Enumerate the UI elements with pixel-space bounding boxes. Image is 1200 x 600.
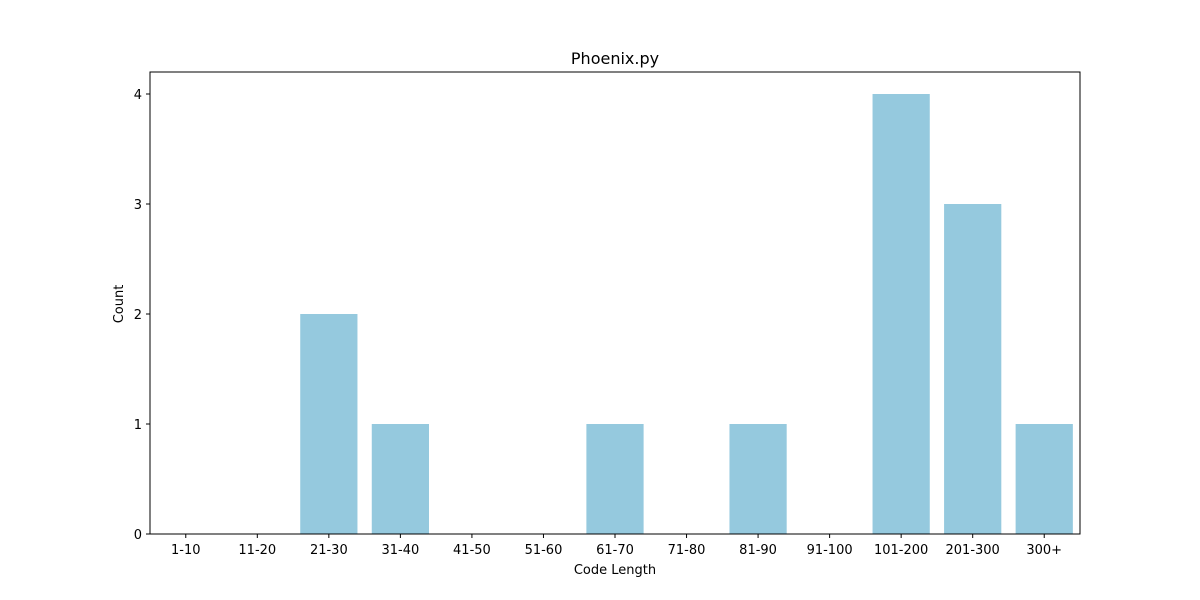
x-tick-label: 11-20 xyxy=(238,543,276,558)
x-tick-label: 1-10 xyxy=(171,543,201,558)
x-tick-label: 300+ xyxy=(1026,543,1062,558)
plot-frame xyxy=(149,71,1081,535)
bar-81-90 xyxy=(729,424,787,534)
x-tick-label: 91-100 xyxy=(807,543,853,558)
x-tick-label: 21-30 xyxy=(310,543,348,558)
bar-201-300 xyxy=(944,204,1002,534)
x-axis: 1-10 11-20 21-30 31-40 41-50 51-60 61-70 71-80 8… xyxy=(171,534,1062,558)
x-tick-label: 51-60 xyxy=(525,543,563,558)
x-tick-label: 71-80 xyxy=(668,543,706,558)
y-axis-label: Count xyxy=(112,285,127,324)
x-tick-label: 41-50 xyxy=(453,543,491,558)
x-tick-label: 31-40 xyxy=(381,543,419,558)
bar-21-30 xyxy=(300,314,358,534)
x-axis-label: Code Length xyxy=(574,563,656,578)
y-axis: 0 1 2 3 4 xyxy=(134,88,150,543)
bars-group xyxy=(300,94,1073,534)
x-tick-label: 61-70 xyxy=(596,543,634,558)
bar-61-70 xyxy=(586,424,644,534)
bar-101-200 xyxy=(872,94,930,534)
bar-31-40 xyxy=(371,424,429,534)
y-tick-label: 2 xyxy=(134,308,142,323)
x-tick-label: 201-300 xyxy=(946,543,1000,558)
bar-300+ xyxy=(1015,424,1073,534)
y-tick-label: 1 xyxy=(134,418,142,433)
x-tick-label: 81-90 xyxy=(739,543,777,558)
chart-title: Phoenix.py xyxy=(571,49,659,68)
x-tick-label: 101-200 xyxy=(874,543,928,558)
y-tick-label: 0 xyxy=(134,528,142,543)
y-tick-label: 3 xyxy=(134,198,142,213)
y-tick-label: 4 xyxy=(134,88,142,103)
